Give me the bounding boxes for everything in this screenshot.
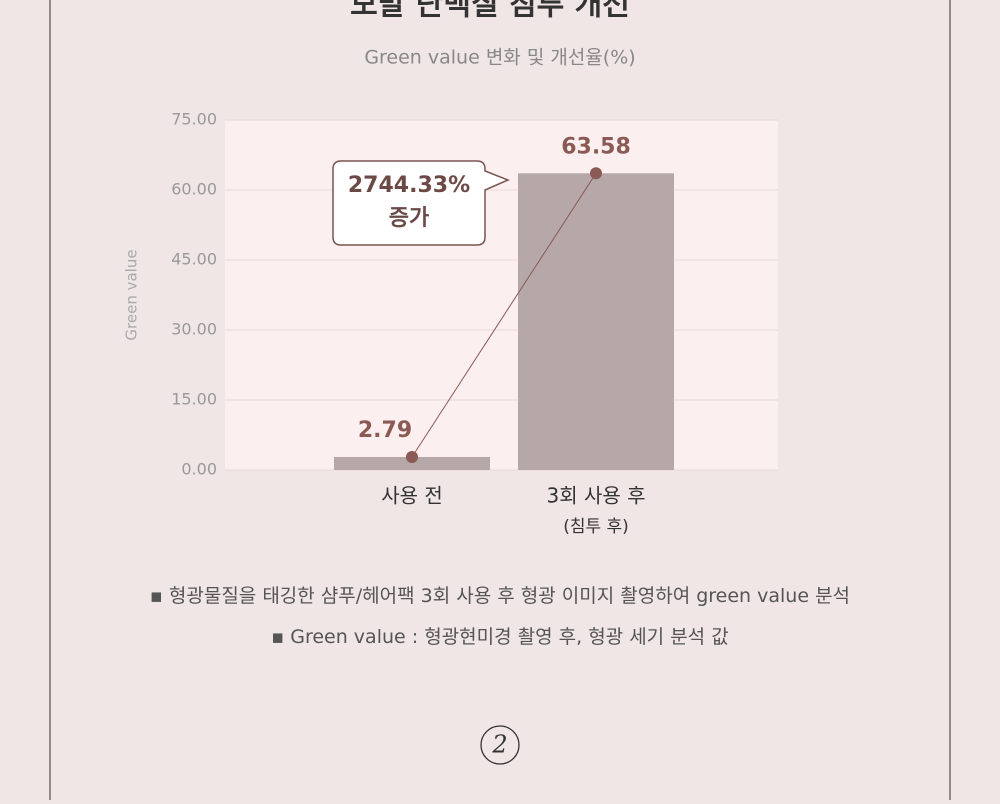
bullet: ▪ bbox=[150, 585, 169, 607]
bullet: ▪ bbox=[271, 626, 290, 648]
value-label: 63.58 bbox=[561, 134, 631, 159]
step-circle bbox=[480, 725, 520, 765]
x-tick-label: 사용 전 bbox=[381, 484, 443, 508]
bar bbox=[518, 173, 674, 470]
y-axis-label: Green value bbox=[123, 249, 141, 340]
connector-line bbox=[411, 173, 597, 458]
value-label: 2.79 bbox=[358, 418, 412, 443]
point bbox=[590, 167, 602, 180]
y-tick-label: 0.00 bbox=[181, 460, 217, 479]
step-number: 2 bbox=[491, 731, 507, 759]
note-text: Green value : 형광현미경 촬영 후, 형광 세기 분석 값 bbox=[290, 626, 728, 648]
y-tick-label: 30.00 bbox=[171, 320, 217, 339]
callout-text: 2744.33% bbox=[348, 173, 470, 198]
note: ▪ Green value : 형광현미경 촬영 후, 형광 세기 분석 값 bbox=[271, 626, 728, 648]
section-title: 모발 단백질 침투 개선 bbox=[350, 0, 630, 23]
callout-box bbox=[332, 160, 510, 246]
callout-text: 증가 bbox=[389, 206, 429, 231]
y-tick-label: 75.00 bbox=[171, 110, 217, 129]
point bbox=[406, 450, 418, 463]
x-tick-label: 3회 사용 후 bbox=[546, 484, 645, 508]
note: ▪ 형광물질을 태깅한 샴푸/헤어팩 3회 사용 후 형광 이미지 촬영하여 g… bbox=[150, 585, 850, 607]
y-tick-label: 15.00 bbox=[171, 390, 217, 409]
x-tick-sublabel: (침투 후) bbox=[563, 517, 629, 537]
note-text: 형광물질을 태깅한 샴푸/헤어팩 3회 사용 후 형광 이미지 촬영하여 gre… bbox=[169, 585, 850, 607]
bar bbox=[334, 456, 490, 470]
chart-subtitle: Green value 변화 및 개선율(%) bbox=[364, 47, 635, 69]
plot-area bbox=[225, 120, 778, 470]
y-tick-label: 60.00 bbox=[171, 180, 217, 199]
y-tick-label: 45.00 bbox=[171, 250, 217, 269]
